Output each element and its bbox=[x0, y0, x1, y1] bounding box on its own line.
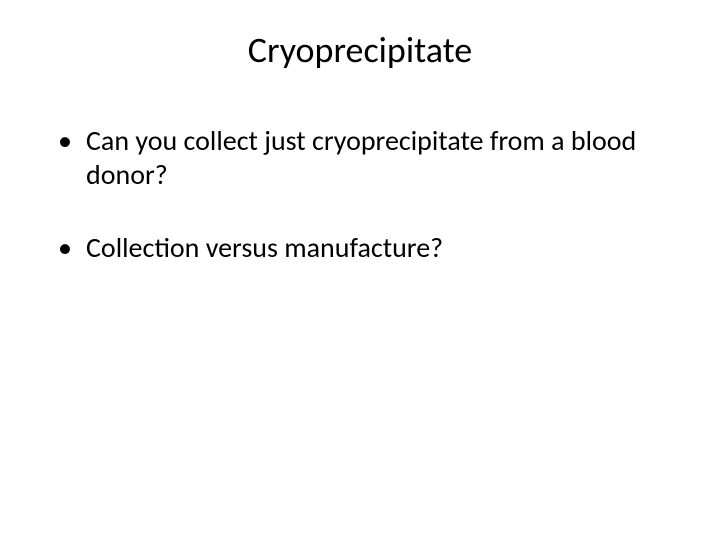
slide-title: Cryoprecipitate bbox=[48, 28, 672, 72]
bullet-item: Collection versus manufacture? bbox=[58, 231, 672, 265]
slide-container: Cryoprecipitate Can you collect just cry… bbox=[0, 0, 720, 540]
bullet-list: Can you collect just cryoprecipitate fro… bbox=[48, 124, 672, 265]
bullet-item: Can you collect just cryoprecipitate fro… bbox=[58, 124, 672, 191]
